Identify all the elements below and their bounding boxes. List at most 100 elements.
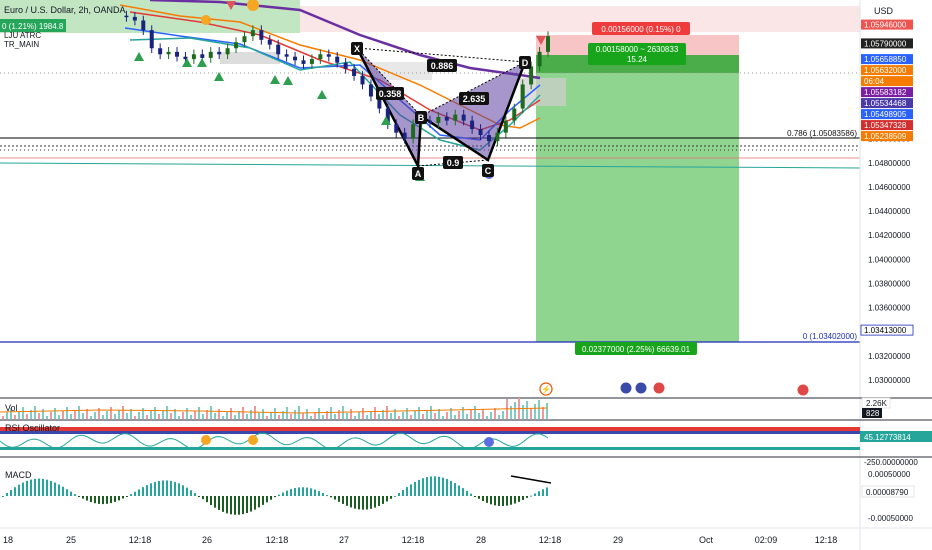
candle-body	[309, 59, 314, 64]
candle-body	[183, 56, 188, 60]
candle-body	[368, 84, 373, 97]
volume-bar	[82, 413, 84, 419]
macd-bar	[154, 481, 156, 496]
candle-body	[208, 51, 213, 58]
macd-bar	[42, 478, 44, 496]
candle-body	[250, 30, 255, 37]
volume-bar	[490, 412, 492, 419]
us-flag-event-icon[interactable]	[652, 381, 666, 395]
lightning-event-icon[interactable]	[539, 382, 553, 396]
price-badge: 1.05347328	[861, 120, 913, 131]
sell-signal-marker	[536, 36, 546, 45]
us-flag-event-icon[interactable]	[796, 383, 810, 397]
macd-bar	[370, 496, 372, 509]
macd-bar	[282, 492, 284, 496]
volume-bar	[390, 413, 392, 419]
price-badge-text: 1.05534468	[864, 99, 907, 108]
macd-bar	[270, 496, 272, 500]
ratio-xb: 0.358	[376, 87, 404, 100]
candle-body	[436, 116, 441, 124]
macd-bar	[426, 477, 428, 496]
volume-bar	[22, 407, 24, 419]
volume-bar	[306, 409, 308, 419]
target-label[interactable]: 0.02377000 (2.25%) 66639.01	[575, 342, 697, 355]
volume-bar	[346, 413, 348, 419]
point-b-label: B	[418, 113, 425, 123]
price-tick-label: 1.04600000	[868, 183, 911, 192]
volume-bar	[282, 411, 284, 419]
candle-body	[124, 15, 129, 18]
volume-bar	[302, 413, 304, 419]
xb-dotted	[356, 47, 422, 117]
candle-body	[411, 124, 416, 139]
volume-bar	[522, 405, 524, 419]
flag-event-icon[interactable]	[634, 381, 648, 395]
macd-bar	[538, 491, 540, 496]
candle-body	[141, 20, 146, 31]
volume-bar	[542, 407, 544, 419]
volume-bar	[194, 411, 196, 419]
price-tick-label: 1.03200000	[868, 352, 911, 361]
volume-bar	[146, 415, 148, 419]
buy-signal-marker	[197, 58, 207, 67]
currency-label[interactable]: USD	[874, 6, 894, 16]
candle-body	[335, 56, 340, 63]
macd-bar	[78, 496, 80, 497]
time-axis[interactable]: 18 25 12:18 26 12:18 27 12:18 28 12:18 29 Oct 02:09…	[0, 527, 932, 545]
macd-bar	[246, 496, 248, 514]
volume-bar	[534, 404, 536, 419]
macd-bar	[186, 487, 188, 496]
volume-bar	[162, 410, 164, 419]
price-badge-text: 1.05790000	[864, 39, 907, 48]
macd-tick-upper: 0.00050000	[868, 470, 911, 479]
volume-bar	[238, 411, 240, 419]
volume-bar	[50, 412, 52, 419]
macd-bar	[134, 491, 136, 496]
flag-event-icon[interactable]	[619, 381, 633, 395]
macd-bar	[518, 496, 520, 502]
macd-bar	[126, 496, 128, 497]
pnl-label[interactable]: 0.00158000 ~ 2630833 15.24	[588, 43, 686, 65]
volume-bar	[174, 409, 176, 419]
macd-bar	[130, 494, 132, 496]
macd-bar	[278, 494, 280, 496]
volume-bar	[378, 414, 380, 419]
volume-bar	[214, 413, 216, 419]
stop-label[interactable]: 0.00156000 (0.15%) 0	[592, 22, 690, 35]
volume-bars	[2, 398, 548, 419]
volume-bar	[418, 407, 420, 419]
price-badge: 1.05790000	[861, 38, 913, 49]
volume-bar	[494, 408, 496, 419]
macd-bar	[346, 496, 348, 506]
macd-bar	[258, 496, 260, 508]
volume-bar	[166, 406, 168, 419]
macd-bar	[122, 496, 124, 499]
price-axis[interactable]: USD 1.050000001.048000001.046000001.0440…	[859, 0, 932, 550]
ratio-ac-label: 0.9	[447, 158, 460, 168]
macd-bar	[62, 486, 64, 496]
macd-bar	[174, 481, 176, 496]
candle-body	[132, 16, 137, 21]
volume-bar	[502, 411, 504, 419]
volume-bar	[266, 416, 268, 419]
macd-bar	[542, 489, 544, 496]
volume-bar	[218, 409, 220, 419]
macd-bar	[94, 496, 96, 504]
volume-bar	[234, 415, 236, 419]
volume-bar	[242, 407, 244, 419]
macd-bar	[450, 480, 452, 496]
candle-body	[175, 51, 180, 57]
macd-label: MACD	[5, 470, 32, 480]
macd-bar	[14, 487, 16, 496]
macd-bar	[478, 496, 480, 499]
macd-bar	[18, 484, 20, 496]
macd-bar	[198, 496, 200, 497]
volume-bar	[442, 416, 444, 419]
candle-body	[461, 114, 466, 121]
volume-bar	[98, 408, 100, 419]
macd-bar	[206, 496, 208, 503]
price-tick-label: 1.03800000	[868, 279, 911, 288]
volume-bar	[30, 410, 32, 419]
ratio-ac: 0.9	[443, 156, 463, 169]
